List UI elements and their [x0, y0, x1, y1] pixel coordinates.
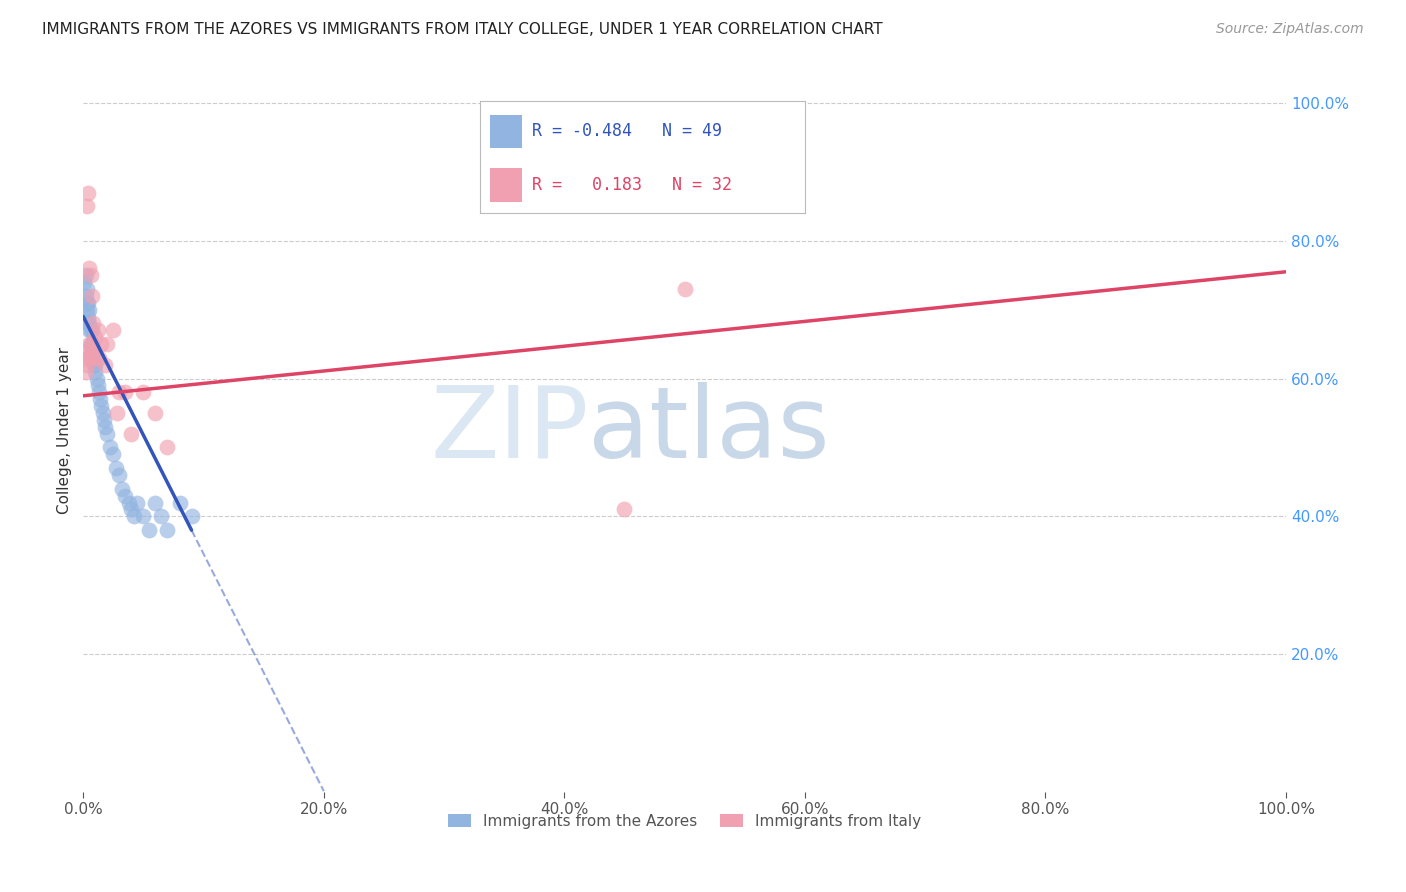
Point: [80, 337, 103, 351]
Text: atlas: atlas: [589, 382, 830, 479]
Point: [77, 351, 100, 365]
Point: [79, 302, 101, 317]
Point: [169, 495, 191, 509]
Point: [82, 344, 104, 359]
Point: [76, 358, 98, 372]
Point: [76, 282, 98, 296]
Point: [75, 289, 97, 303]
Point: [91, 406, 114, 420]
Point: [79, 317, 101, 331]
Legend: Immigrants from the Azores, Immigrants from Italy: Immigrants from the Azores, Immigrants f…: [441, 807, 928, 835]
Point: [93, 413, 115, 427]
Point: [122, 509, 145, 524]
Point: [76, 199, 98, 213]
Point: [145, 406, 167, 420]
Point: [83, 344, 105, 359]
Point: [87, 323, 110, 337]
Text: ZIP: ZIP: [430, 382, 589, 479]
Point: [103, 323, 125, 337]
Point: [86, 371, 108, 385]
Point: [105, 406, 128, 420]
Point: [79, 323, 101, 337]
Point: [120, 502, 142, 516]
Point: [75, 365, 97, 379]
Point: [79, 268, 101, 283]
Point: [108, 468, 131, 483]
Point: [77, 186, 100, 200]
Point: [673, 282, 696, 296]
Point: [104, 461, 127, 475]
Point: [83, 358, 105, 372]
Point: [138, 523, 160, 537]
Point: [96, 337, 118, 351]
Point: [87, 378, 110, 392]
Point: [114, 385, 136, 400]
Point: [613, 502, 636, 516]
Point: [77, 310, 100, 324]
Point: [79, 323, 101, 337]
Point: [103, 447, 125, 461]
Point: [94, 419, 117, 434]
Point: [156, 523, 179, 537]
Point: [90, 337, 112, 351]
Point: [79, 337, 101, 351]
Point: [75, 344, 97, 359]
Point: [156, 441, 179, 455]
Point: [114, 489, 136, 503]
Point: [79, 337, 101, 351]
Point: [77, 317, 100, 331]
Point: [76, 302, 98, 317]
Point: [82, 351, 104, 365]
Text: IMMIGRANTS FROM THE AZORES VS IMMIGRANTS FROM ITALY COLLEGE, UNDER 1 YEAR CORREL: IMMIGRANTS FROM THE AZORES VS IMMIGRANTS…: [42, 22, 883, 37]
Point: [108, 385, 131, 400]
Point: [90, 399, 112, 413]
Point: [75, 268, 97, 283]
Point: [80, 344, 103, 359]
Point: [79, 351, 101, 365]
Y-axis label: College, Under 1 year: College, Under 1 year: [58, 347, 72, 514]
Point: [80, 337, 103, 351]
Point: [96, 426, 118, 441]
Text: Source: ZipAtlas.com: Source: ZipAtlas.com: [1216, 22, 1364, 37]
Point: [80, 323, 103, 337]
Point: [111, 482, 134, 496]
Point: [132, 385, 155, 400]
Point: [80, 289, 103, 303]
Point: [150, 509, 173, 524]
Point: [82, 317, 104, 331]
Point: [87, 385, 110, 400]
Point: [118, 495, 141, 509]
Point: [180, 509, 202, 524]
Point: [83, 344, 105, 359]
Point: [73, 351, 96, 365]
Point: [77, 295, 100, 310]
Point: [79, 261, 101, 276]
Point: [98, 441, 121, 455]
Point: [84, 365, 107, 379]
Point: [145, 495, 167, 509]
Point: [87, 351, 110, 365]
Point: [84, 330, 107, 344]
Point: [86, 351, 108, 365]
Point: [89, 392, 111, 407]
Point: [84, 358, 107, 372]
Point: [73, 275, 96, 289]
Point: [127, 495, 149, 509]
Point: [76, 295, 98, 310]
Point: [120, 426, 142, 441]
Point: [132, 509, 155, 524]
Point: [94, 358, 117, 372]
